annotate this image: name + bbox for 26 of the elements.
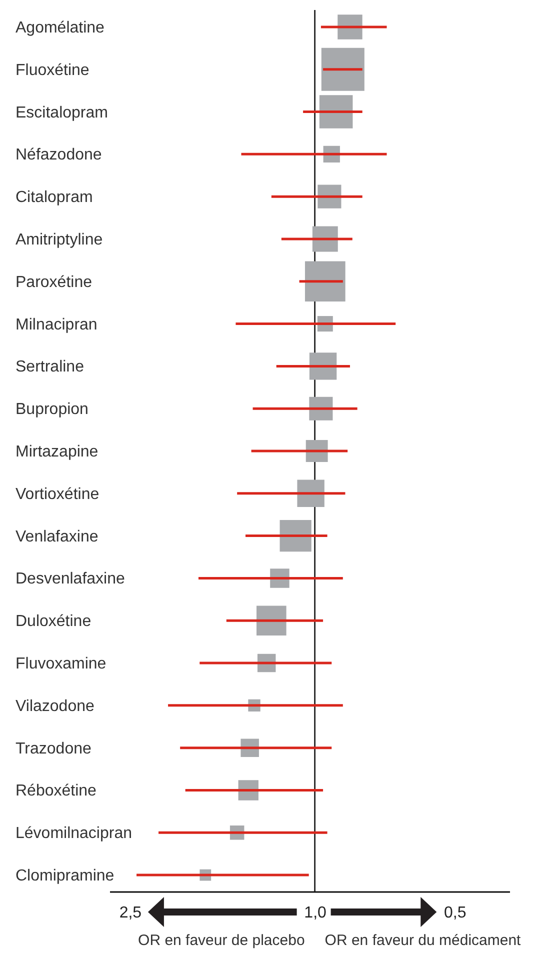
y-tick-label: Néfazodone [16, 146, 102, 164]
y-tick-label: Agomélatine [16, 19, 105, 36]
y-tick-label: Clomipramine [16, 868, 114, 885]
text: OR en faveur de placebo [138, 932, 305, 949]
y-tick-label: Trazodone [16, 740, 92, 758]
y-tick-label: Amitriptyline [16, 231, 103, 248]
y-tick-label: Fluoxétine [16, 62, 90, 79]
text: OR en faveur du médicament [324, 932, 521, 949]
y-tick-label: Milnacipran [16, 316, 98, 334]
y-tick-label: Lévomilnacipran [16, 825, 132, 842]
y-tick-label: Bupropion [16, 401, 88, 418]
x-tick-label: 0,5 [444, 904, 466, 922]
y-tick-label: Citalopram [16, 189, 93, 206]
x-tick-label: 2,5 [119, 904, 142, 922]
y-tick-label: Sertraline [16, 358, 84, 376]
y-tick-label: Desvenlafaxine [16, 570, 125, 588]
y-tick-label: Réboxétine [16, 782, 97, 800]
y-tick-label: Duloxétine [16, 613, 92, 630]
y-tick-label: Mirtazapine [16, 444, 98, 460]
y-tick-label: Paroxétine [16, 274, 92, 291]
y-tick-label: Venlafaxine [16, 528, 98, 546]
y-tick-label: Vilazodone [16, 698, 94, 715]
y-tick-label: Fluvoxamine [16, 656, 106, 673]
y-tick-label: Vortioxétine [16, 486, 100, 503]
x-tick-label: 1,0 [304, 904, 327, 922]
y-tick-label: Escitalopram [16, 104, 108, 122]
